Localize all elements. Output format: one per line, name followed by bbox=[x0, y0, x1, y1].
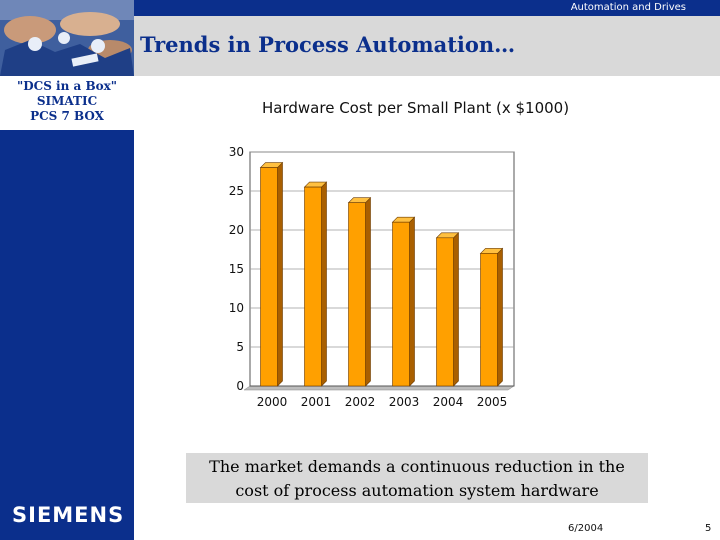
x-tick-label: 2004 bbox=[433, 395, 464, 409]
brand-text: Automation and Drives bbox=[570, 2, 686, 13]
bar-side bbox=[497, 247, 503, 387]
page-number: 5 bbox=[705, 523, 712, 534]
sidebar-line-1: "DCS in a Box" bbox=[16, 79, 118, 93]
bar-2004 bbox=[436, 237, 454, 387]
x-tick-label: 2003 bbox=[389, 395, 420, 409]
y-tick-label: 15 bbox=[229, 262, 244, 276]
x-tick-label: 2001 bbox=[301, 395, 332, 409]
sidebar-label: "DCS in a Box" SIMATIC PCS 7 BOX bbox=[0, 76, 134, 130]
header-photo bbox=[0, 0, 134, 76]
caption-line-1: The market demands a continuous reductio… bbox=[209, 457, 625, 476]
bar-chart: 0 5 10 15 20 25 30 2000 2001 2002 2003 2004 2005 bbox=[229, 145, 515, 409]
bar-side bbox=[321, 181, 327, 387]
x-tick-label: 2000 bbox=[257, 395, 288, 409]
chart-floor bbox=[243, 385, 515, 391]
bar-side bbox=[409, 216, 415, 387]
top-bar: Automation and Drives bbox=[0, 0, 720, 16]
sidebar-line-3: PCS 7 BOX bbox=[30, 109, 104, 123]
caption-box: The market demands a continuous reductio… bbox=[186, 453, 648, 503]
siemens-logo: SIEMENS bbox=[12, 503, 125, 527]
y-tick-label: 20 bbox=[229, 223, 244, 237]
bar-2003 bbox=[392, 221, 410, 387]
footer-date: 6/2004 bbox=[568, 523, 604, 534]
bar-side bbox=[365, 196, 371, 387]
x-tick-label: 2005 bbox=[477, 395, 508, 409]
bar-2002 bbox=[348, 202, 366, 387]
y-tick-label: 10 bbox=[229, 301, 244, 315]
bar-2001 bbox=[304, 186, 322, 387]
sidebar bbox=[0, 76, 134, 540]
sidebar-line-2: SIMATIC bbox=[36, 94, 98, 108]
caption-line-2: cost of process automation system hardwa… bbox=[235, 481, 599, 500]
bar-2000 bbox=[260, 167, 278, 387]
chart-title: Hardware Cost per Small Plant (x $1000) bbox=[262, 99, 570, 117]
title-band bbox=[134, 16, 720, 76]
y-tick-label: 25 bbox=[229, 184, 244, 198]
bar-2005 bbox=[480, 253, 498, 387]
y-tick-label: 5 bbox=[236, 340, 244, 354]
x-tick-label: 2002 bbox=[345, 395, 376, 409]
y-tick-label: 30 bbox=[229, 145, 244, 159]
bar-side bbox=[277, 161, 283, 387]
bar-side bbox=[453, 232, 459, 387]
y-tick-label: 0 bbox=[236, 379, 244, 393]
header-photo-graphic bbox=[0, 0, 134, 76]
slide-title: Trends in Process Automation… bbox=[140, 32, 516, 57]
